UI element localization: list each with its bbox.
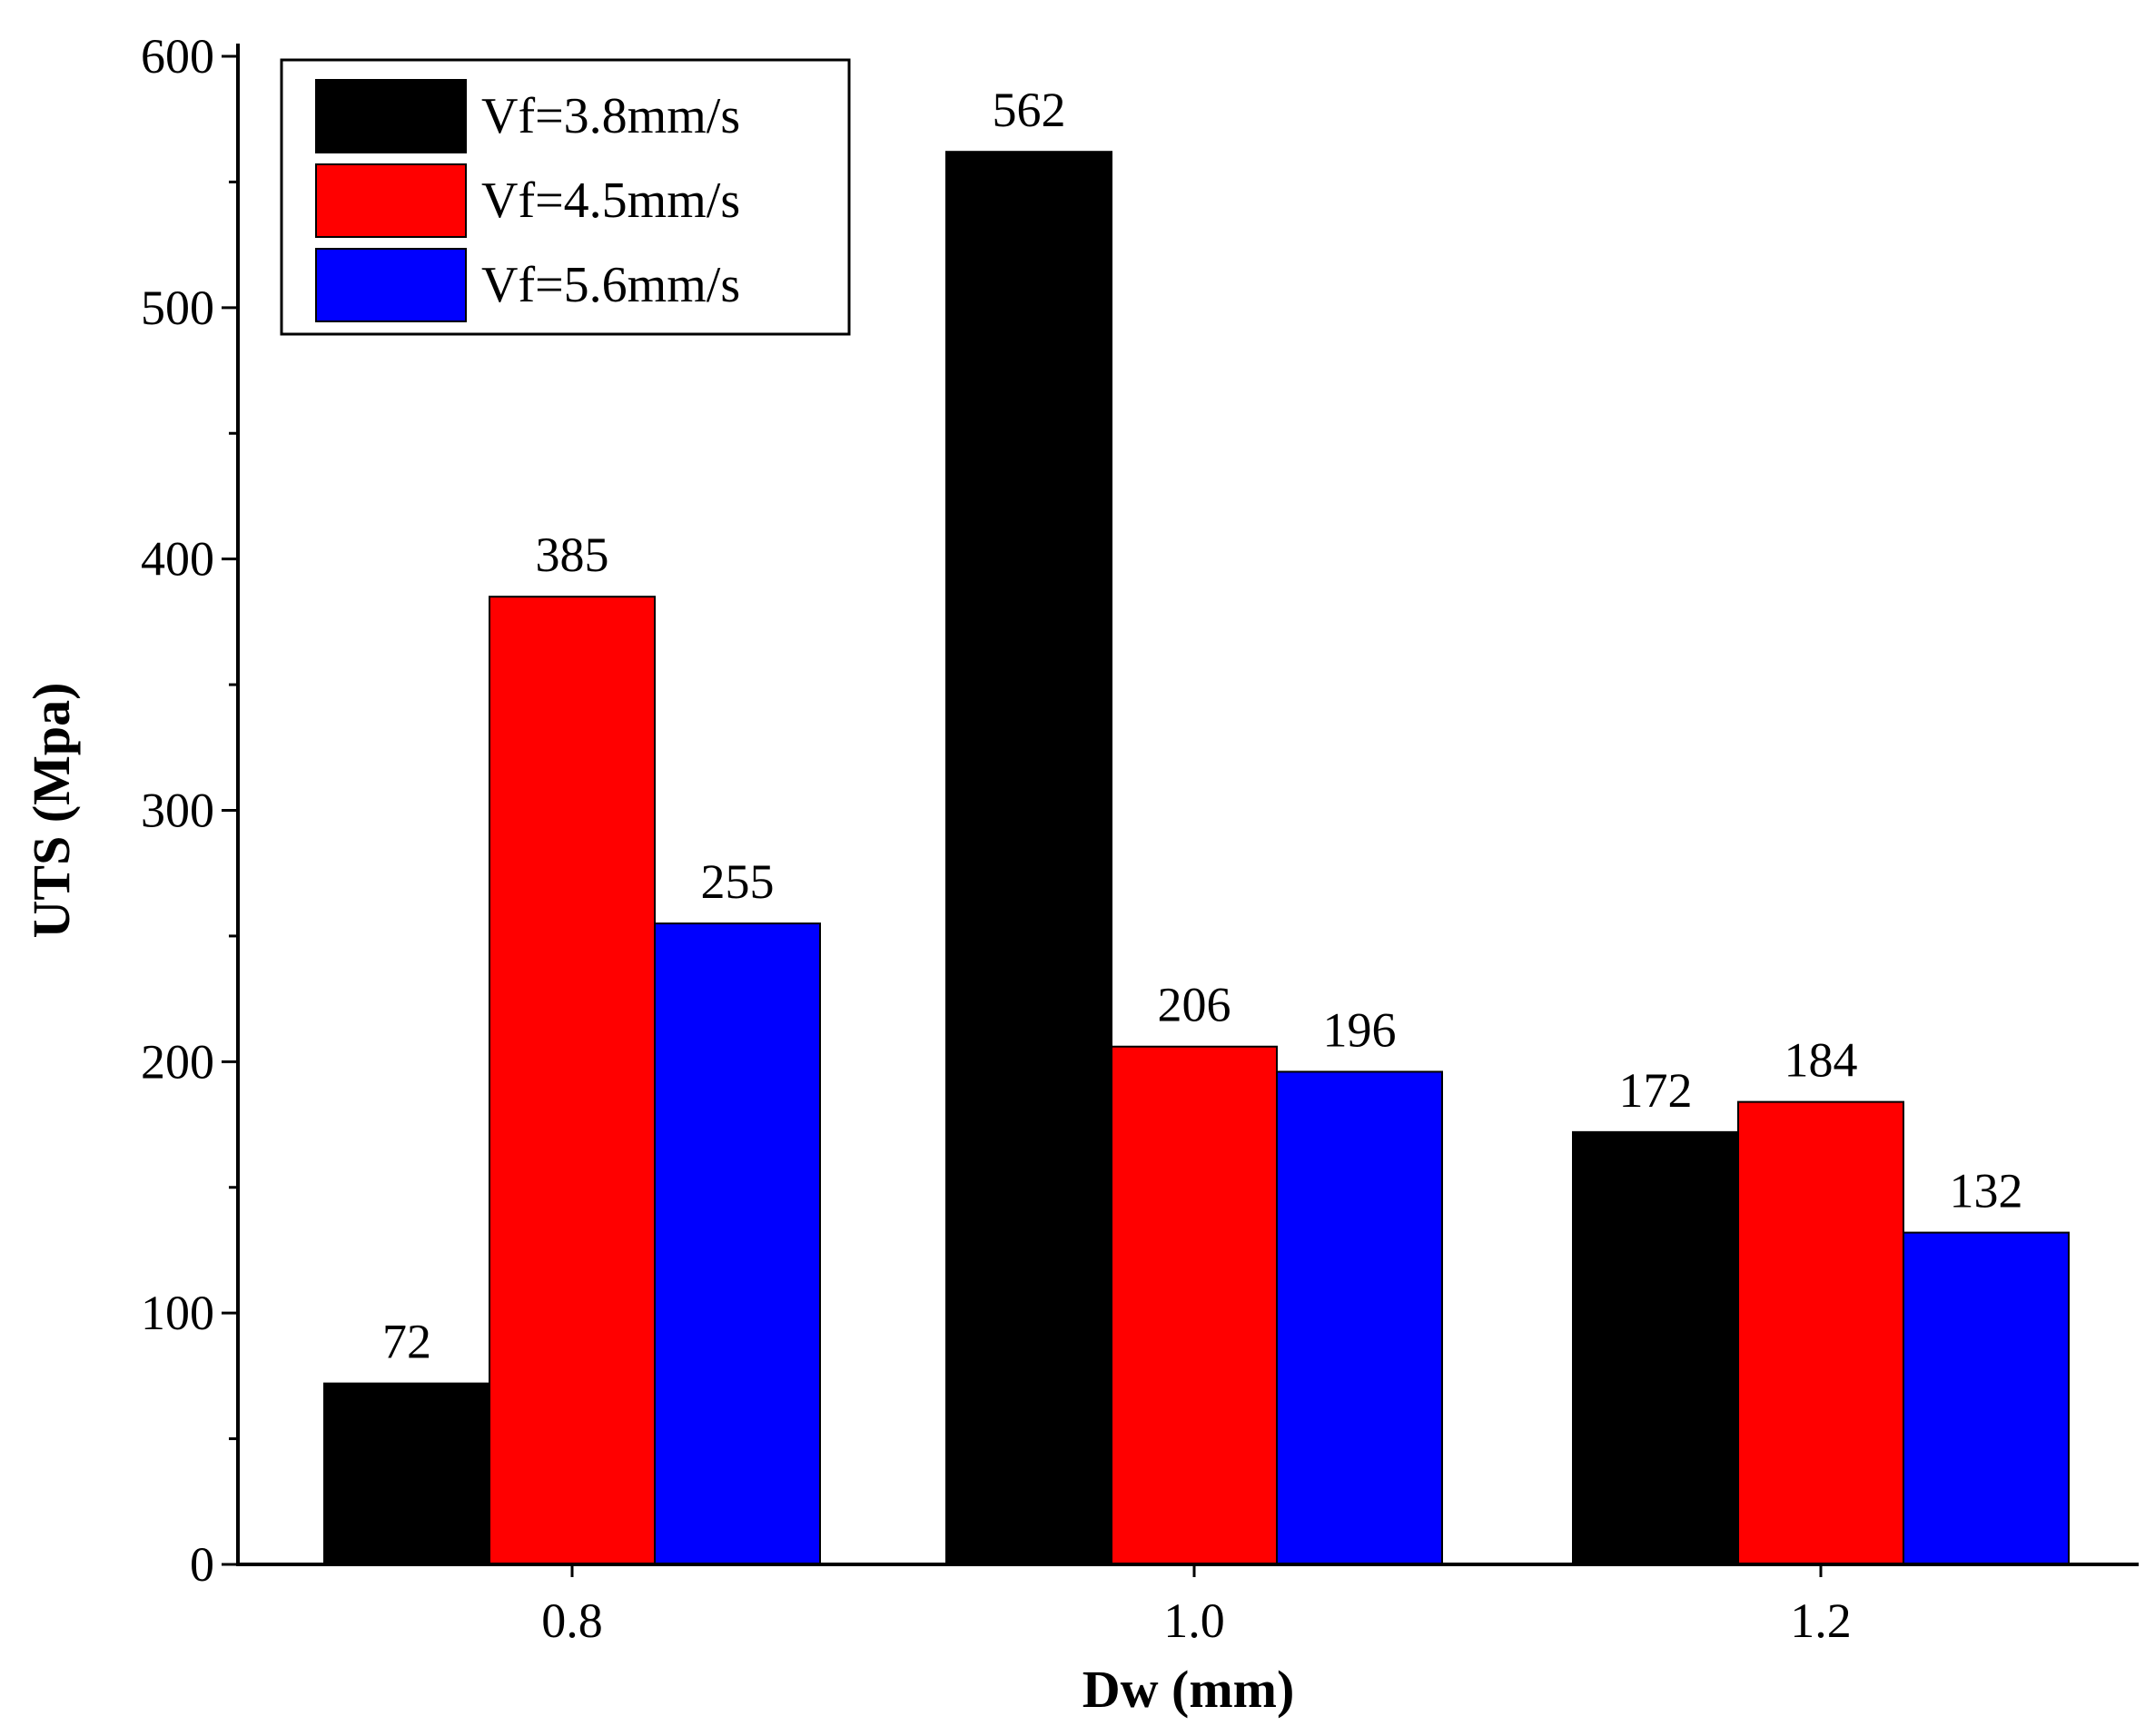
bar-1.0-series-2	[1111, 1045, 1278, 1566]
bars-layer	[323, 151, 2070, 1566]
y-tick-label: 100	[141, 1286, 214, 1340]
data-label-1.0-series-2: 206	[1158, 978, 1231, 1032]
y-tick-label: 200	[141, 1034, 214, 1089]
legend-label-series-2: Vf=4.5mm/s	[481, 173, 740, 229]
data-label-1.0-series-1: 562	[993, 83, 1066, 137]
legend-swatch-series-1	[315, 79, 467, 153]
legend-swatch-series-2	[315, 163, 467, 238]
x-tick-label: 1.2	[1790, 1593, 1852, 1648]
x-tick-label: 1.0	[1163, 1593, 1225, 1648]
legend-label-series-3: Vf=5.6mm/s	[481, 257, 740, 313]
y-tick-label: 400	[141, 532, 214, 587]
data-label-0.8-series-1: 72	[382, 1315, 431, 1369]
bar-0.8-series-1	[323, 1382, 490, 1566]
data-label-1.2-series-3: 132	[1950, 1164, 2023, 1218]
data-label-0.8-series-2: 385	[536, 528, 609, 582]
bar-0.8-series-2	[489, 596, 656, 1565]
y-tick-label: 600	[141, 29, 214, 84]
axes-layer: 0 100 200 300 400 500 600 0.8 1.0 1.2	[141, 29, 2139, 1648]
bar-1.2-series-1	[1572, 1130, 1739, 1565]
legend-swatch-series-3	[315, 248, 467, 322]
x-axis-title: Dw (mm)	[1082, 1660, 1295, 1719]
bar-1.2-series-2	[1737, 1100, 1904, 1566]
y-tick-label: 300	[141, 784, 214, 838]
y-tick-label: 500	[141, 281, 214, 335]
data-label-1.2-series-2: 184	[1784, 1033, 1858, 1088]
data-label-1.0-series-3: 196	[1323, 1002, 1397, 1057]
data-label-1.2-series-1: 172	[1619, 1063, 1693, 1118]
bar-1.0-series-1	[945, 151, 1112, 1566]
x-tick-label: 0.8	[541, 1593, 603, 1648]
bar-0.8-series-3	[654, 922, 821, 1565]
legend-label-series-1: Vf=3.8mm/s	[481, 88, 740, 144]
legend: Vf=3.8mm/s Vf=4.5mm/s Vf=5.6mm/s	[280, 58, 851, 336]
data-label-0.8-series-3: 255	[701, 854, 775, 909]
data-labels-layer: 72 385 255 562 206 196 172 184 132	[382, 83, 2023, 1368]
bar-1.0-series-3	[1276, 1070, 1443, 1565]
bar-1.2-series-3	[1903, 1231, 2070, 1565]
y-tick-label: 0	[190, 1537, 214, 1592]
y-axis-title: UTS (Mpa)	[22, 683, 81, 939]
